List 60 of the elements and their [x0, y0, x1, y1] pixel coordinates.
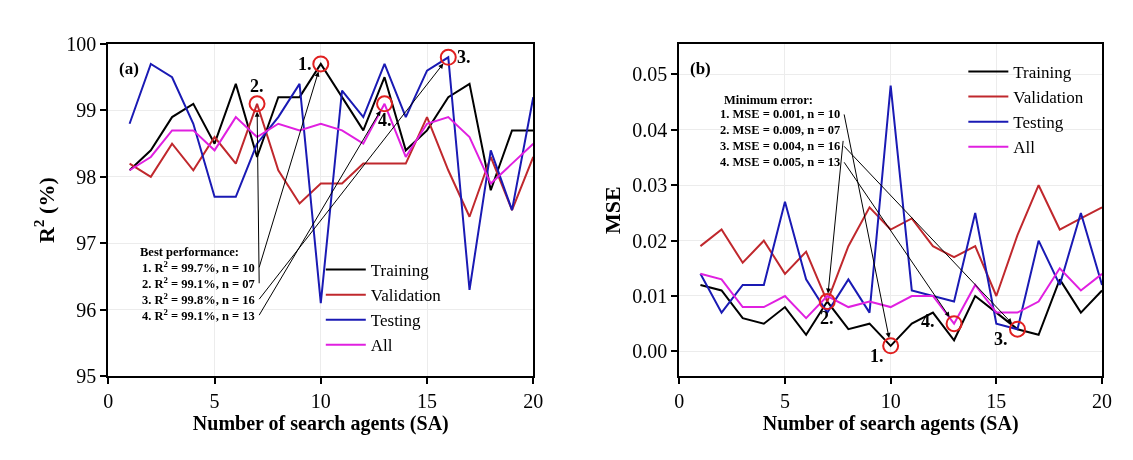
y-tick-label: 0.04	[632, 118, 668, 141]
annotation: 1. R$^{2}$ = 99.7%, n = 10	[142, 259, 255, 276]
annotation: 2. MSE = 0.009, n = 07	[720, 123, 841, 137]
x-tick-label: 0	[674, 390, 685, 413]
y-tick-label: 98	[76, 165, 97, 188]
legend-label: Validation	[370, 286, 442, 306]
annotation: (a)	[119, 59, 139, 78]
point	[945, 315, 963, 333]
legend-label: Validation	[1013, 88, 1084, 108]
legend-label: Testing	[370, 311, 422, 331]
annotation: Minimum error:	[724, 93, 813, 107]
point	[312, 55, 330, 73]
y-tick-label: 96	[76, 298, 97, 321]
x-axis-title: Number of search agents (SA)	[192, 412, 449, 436]
y-tick-label: 99	[76, 99, 97, 122]
x-axis-title: Number of search agents (SA)	[762, 412, 1019, 436]
y-tick-label: 97	[76, 232, 97, 255]
point	[1008, 320, 1026, 338]
annotation: (b)	[690, 59, 711, 78]
y-tick-label: 95	[76, 365, 97, 388]
x-tick-label: 0	[103, 390, 114, 413]
y-tick-label: 0.00	[632, 340, 668, 363]
annotation: 4.	[378, 110, 392, 130]
y-tick-label: 0.03	[632, 174, 668, 197]
y-tick-label: 100	[66, 32, 97, 55]
y-tick-label: 0.01	[632, 284, 668, 307]
x-tick-label: 10	[880, 390, 901, 413]
x-tick-label: 5	[779, 390, 790, 413]
annotation: 3.	[457, 47, 471, 67]
legend-label: Training	[370, 261, 430, 281]
y-tick-label: 0.02	[632, 229, 668, 252]
y-tick-label: 0.05	[632, 63, 668, 86]
legend-label: All	[370, 336, 393, 356]
point	[248, 95, 266, 113]
point	[376, 95, 394, 113]
annotation: 1.	[298, 54, 312, 74]
annotation: 1.	[870, 346, 884, 366]
x-tick-label: 20	[523, 390, 544, 413]
x-tick-label: 15	[417, 390, 438, 413]
x-tick-label: 20	[1092, 390, 1113, 413]
y-axis-title: MSE	[599, 186, 625, 234]
annotation: 4. R$^{2}$ = 99.1%, n = 13	[142, 307, 255, 324]
annotation: 1. MSE = 0.001, n = 10	[720, 107, 841, 121]
legend-label: Training	[1013, 63, 1072, 83]
x-tick-label: 15	[986, 390, 1007, 413]
legend-label: Testing	[1013, 113, 1064, 133]
point	[818, 293, 836, 311]
annotation: Best performance:	[140, 245, 239, 259]
annotation: 2.	[250, 76, 264, 96]
point	[439, 48, 457, 66]
annotation: 3.	[994, 329, 1008, 349]
x-tick-label: 10	[310, 390, 331, 413]
x-tick-label: 5	[209, 390, 220, 413]
annotation: 2.	[820, 308, 834, 328]
annotation: 3. R$^{2}$ = 99.8%, n = 16	[142, 291, 255, 308]
annotation: 2. R$^{2}$ = 99.1%, n = 07	[142, 275, 255, 292]
annotation: 4. MSE = 0.005, n = 13	[720, 155, 841, 169]
point	[882, 337, 900, 355]
annotation: 3. MSE = 0.004, n = 16	[720, 139, 841, 153]
legend-label: All	[1013, 138, 1036, 158]
